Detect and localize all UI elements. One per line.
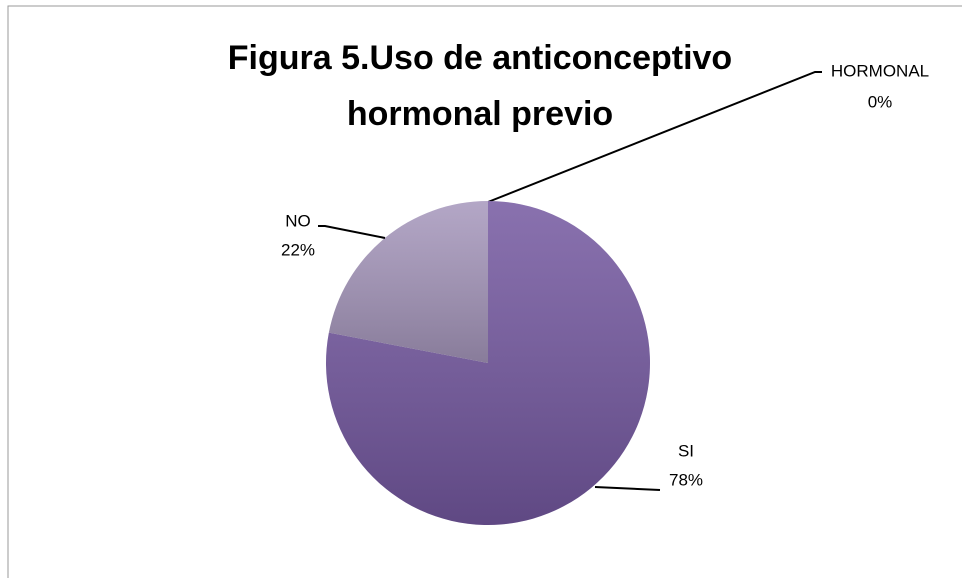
slice-value-label: 78%: [669, 470, 703, 489]
slice-label: HORMONAL: [831, 61, 929, 80]
leader-line: [487, 71, 822, 203]
slice-value-label: 22%: [281, 240, 315, 259]
chart-border: [7, 5, 962, 578]
chart-title: Figura 5.Uso de anticonceptivo hormonal …: [227, 39, 733, 133]
slice-label: SI: [678, 441, 694, 460]
pie-slice-shade: [328, 201, 488, 363]
leader-line: [594, 486, 661, 491]
slice-value-label: 0%: [868, 92, 893, 111]
slice-label: NO: [285, 211, 311, 230]
leader-line: [318, 225, 386, 239]
